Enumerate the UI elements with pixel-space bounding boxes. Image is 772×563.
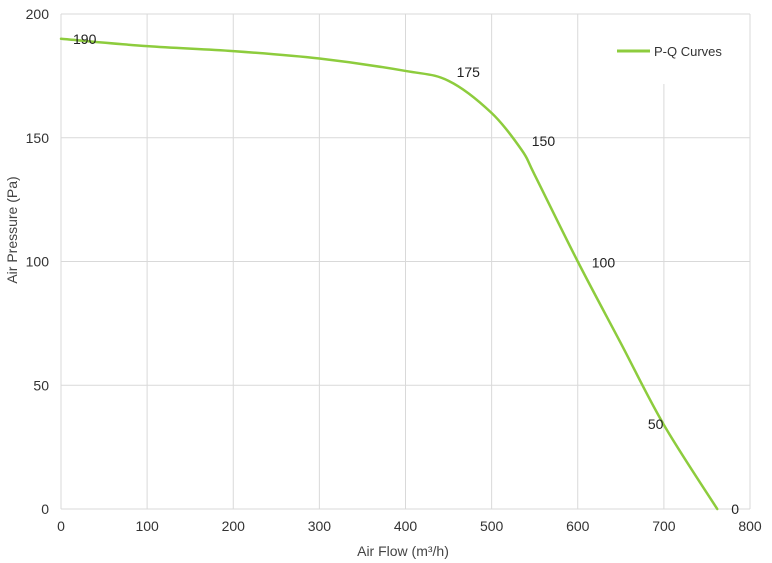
x-tick-label: 600 xyxy=(566,518,590,534)
series-lines xyxy=(59,37,719,511)
data-label: 190 xyxy=(73,31,97,47)
x-tick-label: 800 xyxy=(738,518,762,534)
y-tick-label: 100 xyxy=(26,254,50,270)
x-tick-label: 500 xyxy=(480,518,504,534)
data-label: 100 xyxy=(592,255,616,271)
data-label: 175 xyxy=(457,64,481,80)
data-label: 50 xyxy=(648,416,664,432)
data-label: 150 xyxy=(532,133,556,149)
x-tick-label: 400 xyxy=(394,518,418,534)
y-tick-label: 0 xyxy=(41,501,49,517)
data-labels: 190 175 150 100 50 0 xyxy=(73,31,739,517)
y-tick-label: 150 xyxy=(26,130,50,146)
x-axis-ticks: 0 100 200 300 400 500 600 700 800 xyxy=(57,518,762,534)
data-label: 0 xyxy=(731,501,739,517)
y-tick-label: 200 xyxy=(26,6,50,22)
x-axis-title: Air Flow (m³/h) xyxy=(357,543,449,559)
x-tick-label: 200 xyxy=(222,518,246,534)
x-tick-label: 300 xyxy=(308,518,332,534)
x-tick-label: 700 xyxy=(652,518,676,534)
grid xyxy=(60,13,751,510)
series-line-pq-curves[interactable] xyxy=(59,37,719,511)
x-tick-label: 0 xyxy=(57,518,65,534)
legend-label: P-Q Curves xyxy=(654,44,722,59)
y-tick-label: 50 xyxy=(33,377,49,393)
y-axis-ticks: 0 50 100 150 200 xyxy=(26,6,50,517)
y-axis-title: Air Pressure (Pa) xyxy=(4,176,20,283)
legend[interactable]: P-Q Curves xyxy=(617,44,722,59)
x-tick-label: 100 xyxy=(135,518,159,534)
